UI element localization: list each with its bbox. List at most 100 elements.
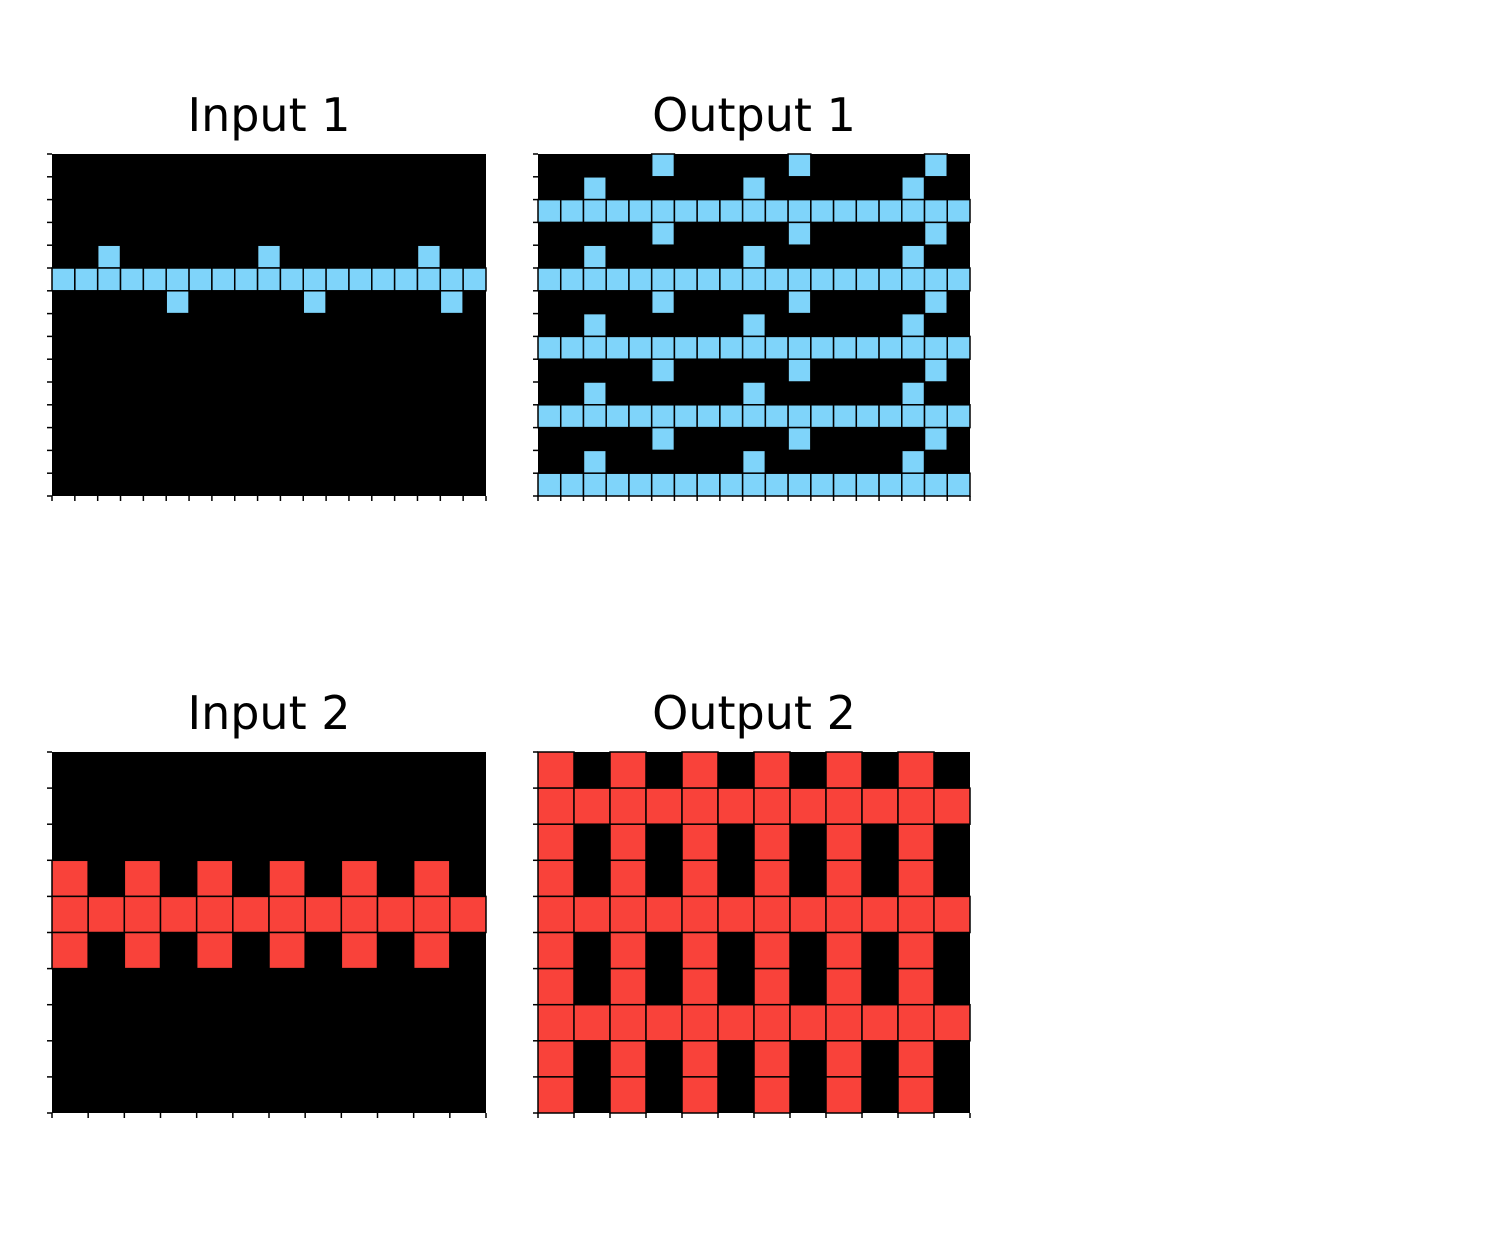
input-1-cell [120,404,144,428]
input-1-cell [394,222,418,246]
input-1-cell [120,382,144,405]
output-1-cell [924,382,948,405]
output-1-cell [878,472,903,497]
input-1-cell [417,427,441,451]
output-1-cell [878,267,903,292]
output-2-cell [717,787,755,825]
output-1-cell [923,267,949,292]
input-2-cell [305,968,342,1005]
input-2-cell [124,788,161,825]
output-2-cell [753,751,791,789]
input-2-cell [341,1076,378,1113]
input-1-cell [143,450,167,474]
input-1-cell [303,222,327,246]
input-2-cell [52,824,89,861]
output-1-cell [697,176,720,200]
output-2-cell [681,859,719,898]
input-1-cell [120,450,144,474]
input-1-cell [348,359,372,382]
output-1-cell [650,153,676,178]
output-1-cell [697,245,720,268]
input-1-cell [189,290,212,314]
output-1-cell [538,427,561,451]
output-1-cell [538,313,561,337]
output-1-cell [947,359,970,382]
input-2-cell [160,788,197,825]
input-1-cell [371,404,395,428]
input-2-cell [340,931,379,970]
output-1-cell [947,176,970,200]
output-1-cell [788,176,811,200]
input-1-cell [142,267,167,292]
output-1-cell [901,244,926,269]
input-1-cell [120,290,144,314]
output-1-grid [533,153,971,501]
input-1-cell [188,267,213,292]
input-1-cell [166,199,190,223]
output-1-cell [651,382,675,405]
input-1-cell [417,290,441,314]
input-1-cell [189,359,212,382]
input-1-cell [463,382,486,405]
output-1-cell [810,450,834,474]
output-1-cell [719,222,743,246]
input-2-cell [232,788,269,825]
output-2-cell [753,823,791,862]
output-1-cell [628,176,652,200]
input-2-panel: Input 2 [47,688,487,1128]
output-1-cell [741,312,767,338]
input-2-cell [413,788,450,825]
output-1-cell [673,198,698,224]
input-1-cell [326,313,349,337]
output-1-cell [833,176,857,200]
output-1-cell [856,313,880,337]
input-1-cell [348,290,372,314]
input-2-cell [160,932,197,969]
output-1-cell [560,359,584,382]
output-2-cell [537,967,575,1006]
input-1-cell [166,176,190,200]
input-1-cell [417,359,441,382]
input-2-cell [377,860,414,897]
output-1-cell [719,404,744,429]
input-1-cell [463,473,486,496]
output-1-cell [559,404,585,429]
output-1-cell [560,313,584,337]
input-1-cell [166,427,190,451]
input-1-cell [463,245,486,268]
input-1-cell [74,176,98,200]
input-1-cell [74,290,98,314]
output-2-cell [825,1003,863,1042]
output-1-cell [560,450,584,474]
output-1-cell [537,472,562,497]
input-1-cell [303,154,327,177]
input-1-cell [166,359,190,382]
output-1-cell [583,290,607,314]
input-1-cell [256,267,282,292]
input-1-cell [371,199,395,223]
input-1-cell [120,154,144,177]
input-2-cell [377,1040,414,1077]
input-2-cell [232,968,269,1005]
input-1-cell [303,382,327,405]
input-1-cell [463,154,486,177]
output-1-cell [650,426,676,452]
output-1-cell [856,222,880,246]
input-1-cell [440,359,464,382]
input-1-cell [166,336,190,360]
input-1-cell [233,267,259,292]
output-1-cell [810,472,835,497]
output-1-cell [765,382,789,405]
output-1-cell [879,382,902,405]
input-2-cell [449,895,487,934]
output-1-cell [606,359,629,382]
input-1-cell [348,176,372,200]
output-1-cell [697,359,720,382]
input-1-cell [120,176,144,200]
input-2-cell [449,1004,486,1041]
input-1-cell [257,176,281,200]
output-1-cell [582,176,607,201]
output-2-cell [718,968,754,1005]
input-1-cell [211,267,236,292]
output-2-cell [645,1003,683,1042]
